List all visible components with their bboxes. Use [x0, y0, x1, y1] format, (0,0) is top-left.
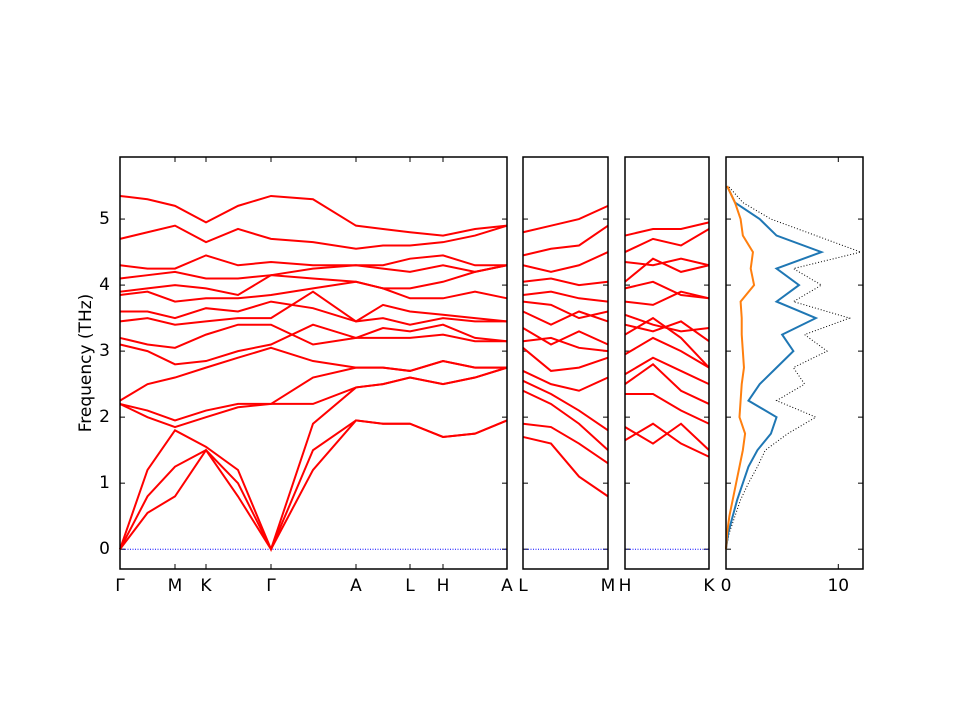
band-line [522, 327, 609, 346]
panel-frame [624, 156, 710, 570]
band-line [119, 366, 508, 553]
dos-line [725, 185, 825, 550]
y-tick-label: 2 [99, 407, 110, 427]
band-line [624, 336, 710, 369]
band-line [522, 370, 609, 392]
band-line [119, 224, 508, 250]
band-line [522, 204, 609, 234]
band-line [119, 290, 507, 326]
x-tick-label: Γ [115, 576, 125, 596]
x-tick-label: A [350, 576, 362, 596]
x-tick-label: K [200, 576, 212, 596]
band-line [522, 347, 609, 372]
band-line [624, 280, 710, 300]
band-line [522, 379, 609, 432]
band-line [522, 224, 609, 257]
dos-line [725, 185, 863, 550]
x-tick-label: 0 [721, 576, 732, 596]
band-line [624, 313, 710, 333]
panel-frame [119, 156, 508, 570]
band-line [522, 290, 609, 303]
band-line [624, 422, 710, 458]
x-tick-label: L [405, 576, 415, 596]
band-line [522, 277, 609, 287]
band-line [522, 389, 609, 451]
band-line [119, 254, 507, 270]
band-line [624, 257, 710, 267]
band-line [119, 264, 508, 297]
x-tick-label: Γ [266, 576, 276, 596]
band-line [119, 359, 507, 429]
y-tick-label: 5 [99, 209, 110, 229]
band-line [119, 323, 508, 349]
band-line [119, 280, 508, 303]
dos-line [725, 185, 756, 550]
band-line [624, 356, 710, 386]
panel-frame [522, 156, 609, 570]
x-tick-label: 10 [827, 576, 849, 596]
band-line [119, 264, 508, 280]
band-line [624, 290, 710, 306]
panel-frame [725, 156, 864, 570]
band-line [624, 320, 710, 343]
band-line [522, 422, 609, 465]
x-tick-label: K [703, 576, 715, 596]
x-tick-label: L [518, 576, 528, 596]
band-line [119, 194, 508, 237]
band-line [119, 346, 507, 402]
y-tick-label: 0 [99, 539, 110, 559]
band-line [522, 435, 609, 498]
band-line [522, 300, 609, 320]
y-tick-label: 1 [99, 473, 110, 493]
x-tick-label: H [437, 576, 450, 596]
y-axis-label: Frequency (THz) [76, 294, 96, 433]
band-line [119, 366, 508, 422]
band-line [624, 257, 710, 283]
band-line [624, 363, 710, 405]
band-line [120, 300, 508, 323]
x-tick-label: H [619, 576, 632, 596]
x-tick-label: M [601, 576, 616, 596]
band-line [119, 323, 507, 366]
band-line [119, 419, 508, 552]
y-tick-label: 4 [99, 275, 110, 295]
band-line [522, 310, 609, 326]
band-line [522, 251, 609, 273]
y-tick-label: 3 [99, 341, 110, 361]
band-line [624, 422, 710, 451]
band-line [624, 221, 710, 237]
band-line [522, 336, 609, 353]
x-tick-label: M [168, 576, 183, 596]
band-line [625, 393, 710, 425]
band-line [624, 228, 710, 253]
x-tick-label: A [501, 576, 513, 596]
band-line [119, 419, 508, 552]
